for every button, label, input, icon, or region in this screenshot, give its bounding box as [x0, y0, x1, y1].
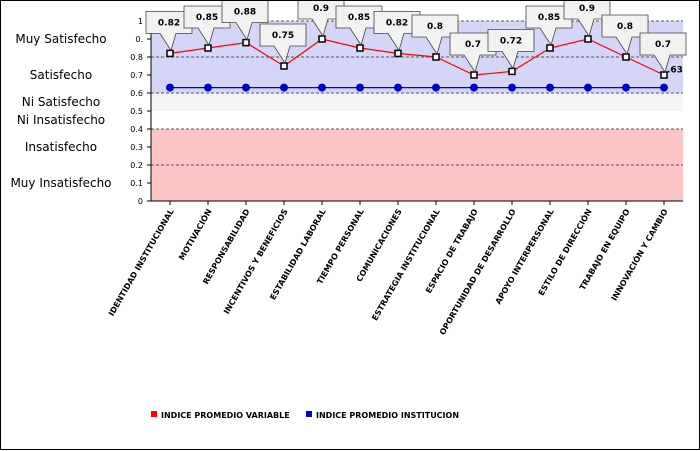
y-tick-label: 0.6	[130, 89, 143, 98]
y-tick-label: 1	[138, 17, 143, 26]
legend-label-1: INDICE PROMEDIO INSTITUCION	[316, 411, 459, 420]
point-variable	[660, 71, 668, 79]
point-variable	[432, 53, 440, 61]
band-5	[151, 165, 683, 201]
data-label-callout	[221, 1, 269, 41]
band-label-2: Ni Satisfecho	[22, 95, 101, 109]
point-institucion	[280, 83, 288, 92]
data-label: 0.85	[348, 13, 370, 23]
y-tick-label: 0.7	[130, 71, 143, 80]
band-2	[151, 93, 683, 111]
point-institucion	[394, 83, 402, 92]
point-variable	[546, 44, 554, 52]
data-label: 0.8	[617, 22, 633, 32]
data-label-callout	[259, 23, 307, 64]
point-variable	[166, 49, 174, 58]
y-tick-label: 0.8	[130, 53, 143, 62]
y-tick-label: 0.3	[130, 143, 143, 152]
point-institucion	[204, 83, 212, 92]
data-label: 0.9	[313, 4, 329, 14]
band-label-3: Ni Insatisfecho	[17, 113, 105, 127]
point-variable	[508, 67, 516, 76]
data-label-callout	[487, 29, 535, 70]
y-tick-label: 0	[138, 197, 143, 206]
legend-swatch-0	[151, 411, 157, 417]
data-label: 0.85	[196, 13, 218, 23]
data-label-callout	[297, 1, 345, 37]
point-variable	[356, 44, 364, 52]
data-label-callout	[335, 5, 383, 46]
data-label-institucion: .63	[667, 66, 683, 76]
data-label-callout	[563, 1, 611, 37]
data-label: 0.9	[579, 4, 595, 14]
data-label: 0.82	[158, 18, 180, 28]
point-variable	[204, 44, 212, 52]
data-label-callout	[639, 32, 687, 73]
data-label: 0.75	[272, 31, 294, 41]
band-label-0: Muy Satisfecho	[15, 32, 106, 46]
band-label-5: Muy Insatisfecho	[10, 176, 111, 190]
data-label: 0.72	[500, 36, 522, 46]
y-tick-label: 0.	[135, 35, 143, 44]
data-label-callout	[411, 14, 459, 55]
point-variable	[242, 38, 250, 47]
point-institucion	[470, 83, 478, 92]
x-tick-label: ESTRATEGIA INSTITUCIONAL	[370, 208, 441, 323]
point-variable	[584, 35, 592, 43]
point-variable	[280, 62, 288, 70]
x-tick-label: IDENTIDAD INSTITUCIONAL	[107, 208, 176, 318]
data-label: 0.7	[655, 40, 671, 50]
data-label: 0.82	[386, 18, 408, 28]
point-variable	[470, 71, 478, 79]
legend-swatch-1	[306, 411, 312, 417]
band-4	[151, 129, 683, 165]
data-label: 0.85	[538, 13, 560, 23]
y-tick-label: 0.1	[130, 179, 143, 188]
x-tick-label: MOTIVACIÓN	[176, 207, 214, 262]
data-label: 0.88	[234, 8, 256, 18]
x-tick-label: INCENTIVOS Y BENEFICIOS	[222, 207, 290, 315]
data-label: 0.8	[427, 22, 443, 32]
point-institucion	[166, 83, 174, 92]
point-institucion	[318, 83, 326, 92]
band-3	[151, 111, 683, 129]
point-institucion	[584, 83, 592, 92]
point-institucion	[242, 83, 250, 92]
band-label-1: Satisfecho	[30, 68, 92, 82]
point-institucion	[660, 83, 668, 92]
point-variable	[622, 53, 630, 61]
point-institucion	[432, 83, 440, 92]
data-label-callout	[601, 14, 649, 55]
series-line-0	[169, 38, 665, 76]
y-tick-label: 0.5	[130, 107, 143, 116]
data-label: 0.7	[465, 40, 481, 50]
point-institucion	[508, 83, 516, 92]
point-institucion	[622, 83, 630, 92]
y-tick-label: 0.2	[130, 161, 143, 170]
legend-label-0: INDICE PROMEDIO VARIABLE	[161, 411, 290, 420]
point-institucion	[546, 83, 554, 92]
point-variable	[318, 35, 326, 43]
point-variable	[394, 49, 402, 58]
band-label-4: Insatisfecho	[25, 140, 97, 154]
x-tick-label: OPORTUNIDAD DE DESARROLLO	[438, 207, 518, 336]
point-institucion	[356, 83, 364, 92]
y-tick-label: 0.4	[130, 125, 143, 134]
